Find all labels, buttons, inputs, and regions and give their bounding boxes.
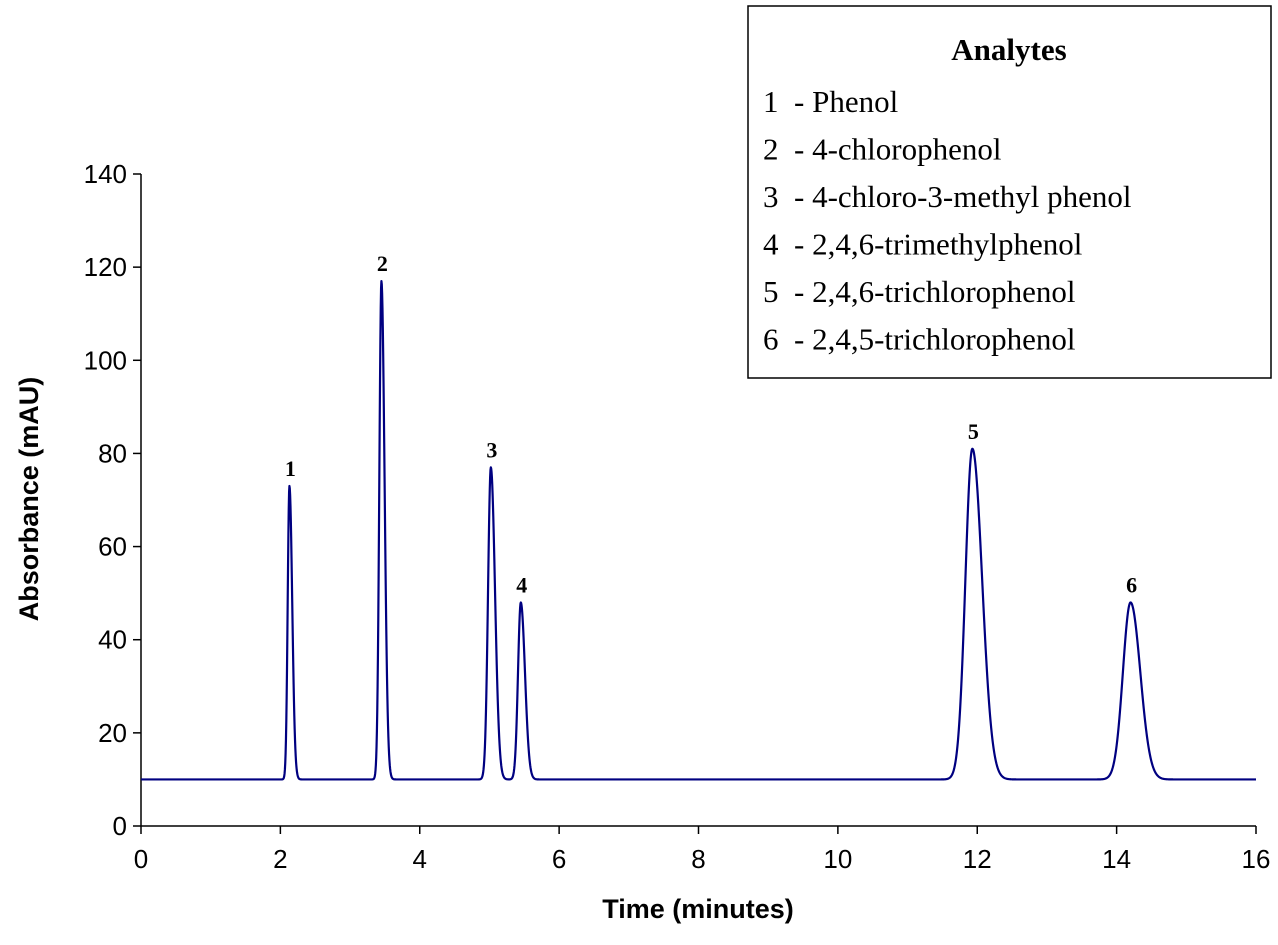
y-tick-label: 140: [84, 159, 127, 189]
legend-item: 3 - 4-chloro-3-methyl phenol: [763, 179, 1131, 214]
y-tick-label: 60: [98, 532, 127, 562]
y-axis-title: Absorbance (mAU): [14, 377, 44, 622]
x-tick-label: 16: [1242, 844, 1271, 874]
x-tick-label: 8: [691, 844, 705, 874]
x-tick-label: 6: [552, 844, 566, 874]
x-tick-label: 4: [413, 844, 427, 874]
x-tick-label: 0: [134, 844, 148, 874]
legend-item: 4 - 2,4,6-trimethylphenol: [763, 227, 1082, 262]
legend-item: 5 - 2,4,6-trichlorophenol: [763, 274, 1076, 309]
legend-box: [747, 5, 1272, 379]
y-tick-label: 100: [84, 345, 127, 375]
x-tick-label: 14: [1102, 844, 1131, 874]
y-tick-label: 0: [113, 811, 127, 841]
peak-label-5: 5: [968, 419, 979, 444]
peak-label-1: 1: [285, 456, 296, 481]
legend: Analytes 1 - Phenol 2 - 4-chlorophenol 3 -…: [747, 5, 1272, 379]
y-ticks: 0 20 40 60 80 100 120 140: [84, 159, 141, 841]
x-axis-title: Time (minutes): [602, 894, 794, 924]
y-tick-label: 80: [98, 438, 127, 468]
legend-item: 1 - Phenol: [763, 84, 898, 119]
y-tick-label: 40: [98, 625, 127, 655]
x-tick-label: 2: [273, 844, 287, 874]
x-ticks: 0 2 4 6 8 10 12 14 16: [134, 826, 1271, 874]
peak-labels: 1 2 3 4 5 6: [285, 251, 1137, 597]
legend-title: Analytes: [951, 32, 1066, 67]
peak-label-2: 2: [377, 251, 388, 276]
x-tick-label: 12: [963, 844, 992, 874]
peak-label-6: 6: [1126, 572, 1137, 597]
y-tick-label: 120: [84, 252, 127, 282]
chromatogram-trace: [140, 280, 1257, 781]
peak-label-3: 3: [486, 437, 497, 462]
legend-item: 2 - 4-chlorophenol: [763, 132, 1001, 167]
y-tick-label: 20: [98, 718, 127, 748]
legend-item: 6 - 2,4,5-trichlorophenol: [763, 322, 1076, 357]
x-tick-label: 10: [823, 844, 852, 874]
legend-items: 1 - Phenol 2 - 4-chlorophenol 3 - 4-chloro…: [763, 84, 1131, 357]
peak-label-4: 4: [516, 572, 527, 597]
